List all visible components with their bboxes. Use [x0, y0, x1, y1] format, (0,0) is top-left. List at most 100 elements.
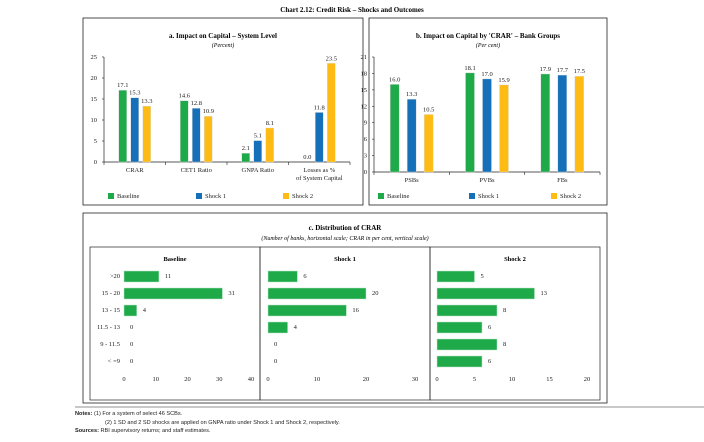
data-label: 0 — [274, 341, 277, 348]
data-label: 17.1 — [117, 82, 128, 89]
x-tick-label: 20 — [584, 376, 591, 383]
subpanel-title: Baseline — [163, 256, 186, 263]
y-tick-label: 12 — [361, 103, 368, 110]
bar-baseline — [118, 89, 127, 163]
x-category-label: PSBs — [405, 177, 420, 184]
panel-subtitle: (Number of banks, horizontal scale; CRAR… — [261, 235, 428, 242]
bar-baseline — [241, 152, 250, 163]
bar-baseline — [389, 84, 400, 173]
y-tick-label: 0 — [364, 169, 367, 176]
panel-c-frame — [82, 212, 608, 404]
panel-title: a. Impact on Capital – System Level — [169, 32, 277, 40]
sources-text: RBI supervisory returns; and staff estim… — [100, 428, 211, 434]
data-label: 10.5 — [423, 107, 434, 114]
data-label: 13 — [541, 290, 548, 297]
data-label: 15.9 — [498, 77, 509, 84]
data-label: 8 — [503, 341, 506, 348]
data-label: 10.9 — [203, 108, 214, 115]
y-tick-label: 6 — [364, 136, 368, 143]
data-label: 16 — [352, 307, 359, 314]
data-label: 4 — [294, 324, 298, 331]
bar-shock-1 — [315, 112, 324, 163]
x-category-label: Losses as % of System Capital — [296, 167, 343, 182]
bar-shock-2 — [436, 355, 483, 368]
data-label: 17.0 — [481, 71, 492, 78]
bar-shock-1 — [267, 270, 298, 283]
bar-baseline — [123, 287, 223, 300]
bar-baseline — [123, 304, 137, 317]
x-tick-label: 30 — [216, 376, 223, 383]
x-tick-label: 5 — [473, 376, 476, 383]
panel-title: c. Distribution of CRAR — [309, 224, 383, 232]
bar-baseline — [465, 72, 475, 173]
legend-swatch-baseline — [378, 193, 384, 199]
legend-swatch-shock-2 — [283, 193, 289, 199]
notes-label: Notes: — [75, 411, 93, 417]
data-label: 0 — [130, 324, 133, 331]
bar-shock-2 — [265, 127, 274, 163]
legend-label: Shock 1 — [205, 193, 226, 200]
bar-shock-2 — [204, 116, 213, 163]
data-label: 16.0 — [389, 76, 400, 83]
x-tick-label: 0 — [122, 376, 125, 383]
sources-label: Sources: — [75, 428, 99, 434]
y-tick-label: 18 — [361, 70, 368, 77]
data-label: 17.5 — [574, 68, 585, 75]
x-category-label: GNPA Ratio — [242, 167, 274, 174]
data-label: 11.8 — [314, 104, 325, 111]
bar-shock-1 — [267, 287, 367, 300]
data-label: 20 — [372, 290, 379, 297]
data-label: 6 — [488, 358, 492, 365]
x-tick-label: 20 — [184, 376, 191, 383]
y-category-label: 9 - 11.5 — [100, 341, 120, 348]
y-tick-label: 15 — [91, 96, 98, 103]
bar-shock-2 — [574, 75, 585, 173]
x-tick-label: 10 — [153, 376, 160, 383]
y-tick-label: 9 — [364, 120, 367, 127]
x-category-label: CRAR — [126, 167, 144, 174]
bar-shock-1 — [267, 321, 288, 334]
data-label: 12.8 — [191, 100, 202, 107]
data-label: 5 — [481, 273, 484, 280]
bar-shock-1 — [406, 98, 417, 173]
data-label: 4 — [143, 307, 147, 314]
panel-b-frame — [368, 17, 608, 206]
data-label: 11 — [165, 273, 171, 280]
y-tick-label: 25 — [91, 54, 98, 61]
legend-swatch-shock-2 — [551, 193, 557, 199]
data-label: 13.3 — [406, 91, 417, 98]
data-label: 0 — [130, 341, 133, 348]
bar-shock-2 — [142, 105, 151, 163]
legend-label: Baseline — [387, 193, 409, 200]
data-label: 0.0 — [303, 154, 311, 161]
y-tick-label: 0 — [94, 159, 97, 166]
x-category-label: PVBs — [479, 177, 495, 184]
notes: Notes: (1) For a system of select 46 SCB… — [75, 410, 340, 436]
bar-shock-2 — [436, 304, 498, 317]
data-label: 6 — [303, 273, 307, 280]
subpanel-title: Shock 1 — [334, 256, 356, 263]
bar-baseline — [180, 100, 189, 163]
x-category-label: FBs — [557, 177, 568, 184]
data-label: 2.1 — [242, 145, 250, 152]
x-category-label: CET1 Ratio — [181, 167, 212, 174]
bar-shock-1 — [192, 108, 201, 163]
x-tick-label: 30 — [412, 376, 419, 383]
data-label: 31 — [228, 290, 235, 297]
subpanel-frame — [429, 246, 601, 401]
bar-shock-2 — [423, 114, 434, 173]
panel-subtitle: (Per cent) — [476, 42, 500, 49]
bar-shock-1 — [130, 97, 139, 163]
y-tick-label: 5 — [94, 138, 97, 145]
x-tick-label: 20 — [363, 376, 370, 383]
data-label: 8 — [503, 307, 506, 314]
bar-shock-2 — [327, 63, 336, 163]
bar-shock-2 — [436, 270, 475, 283]
bar-shock-1 — [267, 304, 347, 317]
data-label: 0 — [274, 358, 277, 365]
bar-shock-1 — [482, 78, 492, 173]
data-label: 0 — [130, 358, 133, 365]
data-label: 14.6 — [179, 93, 191, 100]
x-tick-label: 15 — [546, 376, 553, 383]
